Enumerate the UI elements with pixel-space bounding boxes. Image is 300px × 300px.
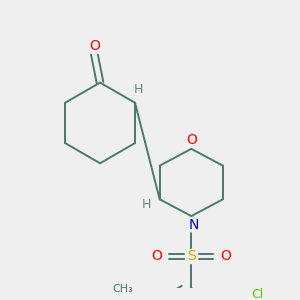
Text: N: N xyxy=(189,218,200,232)
Text: CH₃: CH₃ xyxy=(112,284,133,294)
Text: O: O xyxy=(151,249,162,263)
Text: S: S xyxy=(187,249,196,263)
Text: H: H xyxy=(142,198,151,211)
Text: H: H xyxy=(134,83,143,96)
Text: O: O xyxy=(220,249,231,263)
Text: O: O xyxy=(89,39,100,53)
Text: Cl: Cl xyxy=(251,288,263,300)
Text: O: O xyxy=(186,133,197,147)
